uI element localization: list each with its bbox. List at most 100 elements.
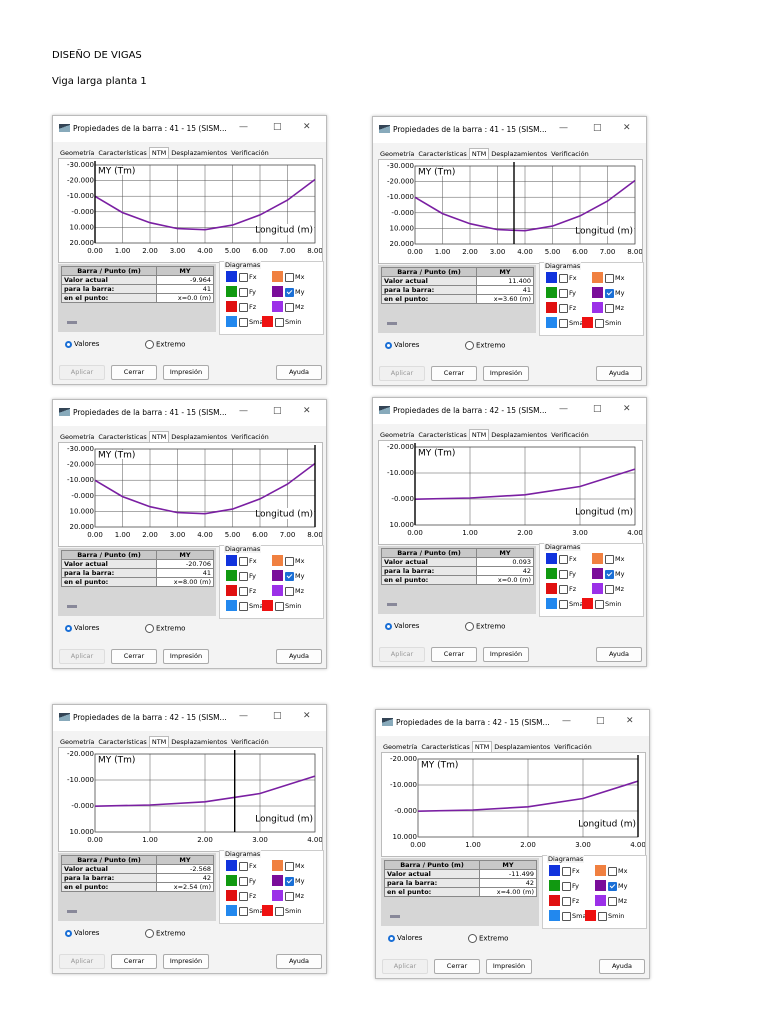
- checkbox[interactable]: [285, 892, 294, 901]
- radio-option[interactable]: Extremo: [468, 934, 508, 943]
- window-control[interactable]: ✕: [626, 716, 634, 726]
- tab[interactable]: NTM: [148, 431, 170, 442]
- radio-option[interactable]: Valores: [65, 929, 99, 937]
- button[interactable]: Cerrar: [111, 649, 157, 664]
- button[interactable]: Impresión: [486, 959, 532, 974]
- checkbox[interactable]: [239, 892, 248, 901]
- radio-option[interactable]: Valores: [385, 341, 419, 349]
- checkbox[interactable]: [285, 288, 294, 297]
- radio[interactable]: [65, 624, 72, 632]
- tab[interactable]: Desplazamientos: [171, 433, 228, 441]
- checkbox[interactable]: [285, 303, 294, 312]
- radio[interactable]: [465, 622, 474, 631]
- radio[interactable]: [385, 622, 392, 630]
- checkbox[interactable]: [608, 882, 617, 891]
- window-control[interactable]: □: [596, 716, 605, 726]
- checkbox[interactable]: [285, 587, 294, 596]
- checkbox[interactable]: [239, 572, 248, 581]
- checkbox[interactable]: [285, 572, 294, 581]
- tab[interactable]: Verificación: [231, 433, 269, 441]
- checkbox[interactable]: [559, 289, 568, 298]
- button[interactable]: Impresión: [163, 365, 209, 380]
- window-control[interactable]: □: [593, 123, 602, 133]
- button[interactable]: Ayuda: [596, 366, 642, 381]
- radio-option[interactable]: Valores: [65, 340, 99, 348]
- radio[interactable]: [388, 934, 395, 942]
- checkbox[interactable]: [562, 882, 571, 891]
- tab[interactable]: Geometría: [60, 433, 95, 441]
- button[interactable]: Cerrar: [111, 954, 157, 969]
- button[interactable]: Impresión: [163, 649, 209, 664]
- window-control[interactable]: ✕: [303, 406, 311, 416]
- checkbox[interactable]: [239, 273, 248, 282]
- window-control[interactable]: □: [593, 404, 602, 414]
- tab[interactable]: Verificación: [231, 149, 269, 157]
- window-control[interactable]: —: [559, 404, 568, 414]
- button[interactable]: Ayuda: [596, 647, 642, 662]
- radio[interactable]: [145, 340, 154, 349]
- checkbox[interactable]: [239, 318, 248, 327]
- checkbox[interactable]: [605, 570, 614, 579]
- window-control[interactable]: □: [273, 406, 282, 416]
- tab[interactable]: Geometría: [380, 431, 415, 439]
- tab[interactable]: Geometría: [380, 150, 415, 158]
- radio-option[interactable]: Extremo: [145, 340, 185, 349]
- checkbox[interactable]: [239, 602, 248, 611]
- tab[interactable]: Desplazamientos: [494, 743, 551, 751]
- tab[interactable]: Características: [418, 150, 467, 158]
- tab[interactable]: Geometría: [60, 149, 95, 157]
- button[interactable]: Ayuda: [276, 954, 322, 969]
- tab[interactable]: NTM: [468, 429, 490, 440]
- checkbox[interactable]: [239, 557, 248, 566]
- button[interactable]: Impresión: [163, 954, 209, 969]
- tab[interactable]: NTM: [468, 148, 490, 159]
- checkbox[interactable]: [559, 274, 568, 283]
- radio[interactable]: [65, 929, 72, 937]
- checkbox[interactable]: [562, 897, 571, 906]
- checkbox[interactable]: [285, 877, 294, 886]
- checkbox[interactable]: [239, 907, 248, 916]
- checkbox[interactable]: [285, 273, 294, 282]
- checkbox[interactable]: [275, 318, 284, 327]
- window-control[interactable]: —: [562, 716, 571, 726]
- checkbox[interactable]: [605, 555, 614, 564]
- tab[interactable]: Características: [98, 149, 147, 157]
- checkbox[interactable]: [559, 319, 568, 328]
- window-control[interactable]: —: [239, 711, 248, 721]
- tab[interactable]: Características: [98, 433, 147, 441]
- tab[interactable]: Características: [418, 431, 467, 439]
- tab[interactable]: NTM: [471, 741, 493, 752]
- radio[interactable]: [465, 341, 474, 350]
- checkbox[interactable]: [275, 602, 284, 611]
- checkbox[interactable]: [559, 585, 568, 594]
- button[interactable]: Ayuda: [276, 365, 322, 380]
- button[interactable]: Impresión: [483, 647, 529, 662]
- radio[interactable]: [468, 934, 477, 943]
- button[interactable]: Cerrar: [431, 366, 477, 381]
- radio-option[interactable]: Extremo: [465, 622, 505, 631]
- window-control[interactable]: —: [559, 123, 568, 133]
- radio-option[interactable]: Extremo: [145, 929, 185, 938]
- checkbox[interactable]: [605, 289, 614, 298]
- checkbox[interactable]: [239, 587, 248, 596]
- checkbox[interactable]: [559, 555, 568, 564]
- tab[interactable]: Verificación: [554, 743, 592, 751]
- checkbox[interactable]: [285, 862, 294, 871]
- radio-option[interactable]: Valores: [385, 622, 419, 630]
- tab[interactable]: Desplazamientos: [491, 150, 548, 158]
- window-control[interactable]: □: [273, 711, 282, 721]
- tab[interactable]: Verificación: [231, 738, 269, 746]
- radio[interactable]: [145, 929, 154, 938]
- radio-option[interactable]: Extremo: [145, 624, 185, 633]
- checkbox[interactable]: [239, 877, 248, 886]
- window-control[interactable]: —: [239, 122, 248, 132]
- checkbox[interactable]: [275, 907, 284, 916]
- tab[interactable]: Geometría: [383, 743, 418, 751]
- window-control[interactable]: —: [239, 406, 248, 416]
- tab[interactable]: Características: [421, 743, 470, 751]
- checkbox[interactable]: [559, 600, 568, 609]
- checkbox[interactable]: [559, 570, 568, 579]
- tab[interactable]: Características: [98, 738, 147, 746]
- window-control[interactable]: ✕: [303, 711, 311, 721]
- checkbox[interactable]: [608, 897, 617, 906]
